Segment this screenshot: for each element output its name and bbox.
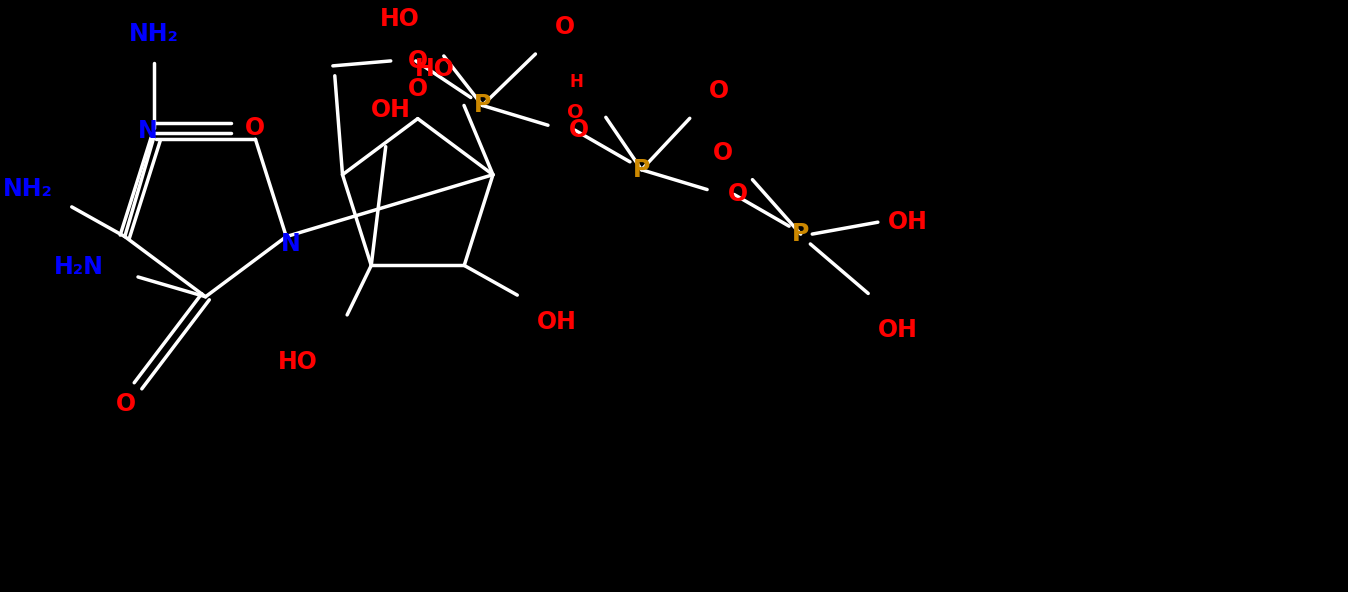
Text: NH₂: NH₂ bbox=[3, 177, 53, 201]
Text: O: O bbox=[407, 77, 427, 101]
Text: HO: HO bbox=[380, 7, 419, 31]
Text: O: O bbox=[555, 15, 574, 39]
Text: H: H bbox=[570, 73, 584, 91]
Text: O: O bbox=[713, 141, 733, 165]
Text: P: P bbox=[632, 157, 650, 182]
Text: P: P bbox=[793, 222, 809, 246]
Text: OH: OH bbox=[887, 210, 927, 234]
Text: OH: OH bbox=[371, 98, 411, 122]
Text: N: N bbox=[282, 233, 301, 256]
Text: HO: HO bbox=[278, 349, 318, 374]
Text: O: O bbox=[569, 118, 589, 142]
Text: NH₂: NH₂ bbox=[129, 22, 179, 46]
Text: H₂N: H₂N bbox=[54, 255, 104, 279]
Text: O: O bbox=[568, 104, 584, 123]
Text: HO: HO bbox=[414, 57, 454, 81]
Text: P: P bbox=[473, 94, 491, 117]
Text: OH: OH bbox=[878, 318, 918, 342]
Text: O: O bbox=[408, 49, 429, 73]
Text: N: N bbox=[137, 120, 158, 143]
Text: O: O bbox=[245, 116, 266, 140]
Text: O: O bbox=[709, 79, 729, 104]
Text: O: O bbox=[728, 182, 748, 207]
Text: OH: OH bbox=[537, 310, 577, 334]
Text: O: O bbox=[116, 391, 136, 416]
